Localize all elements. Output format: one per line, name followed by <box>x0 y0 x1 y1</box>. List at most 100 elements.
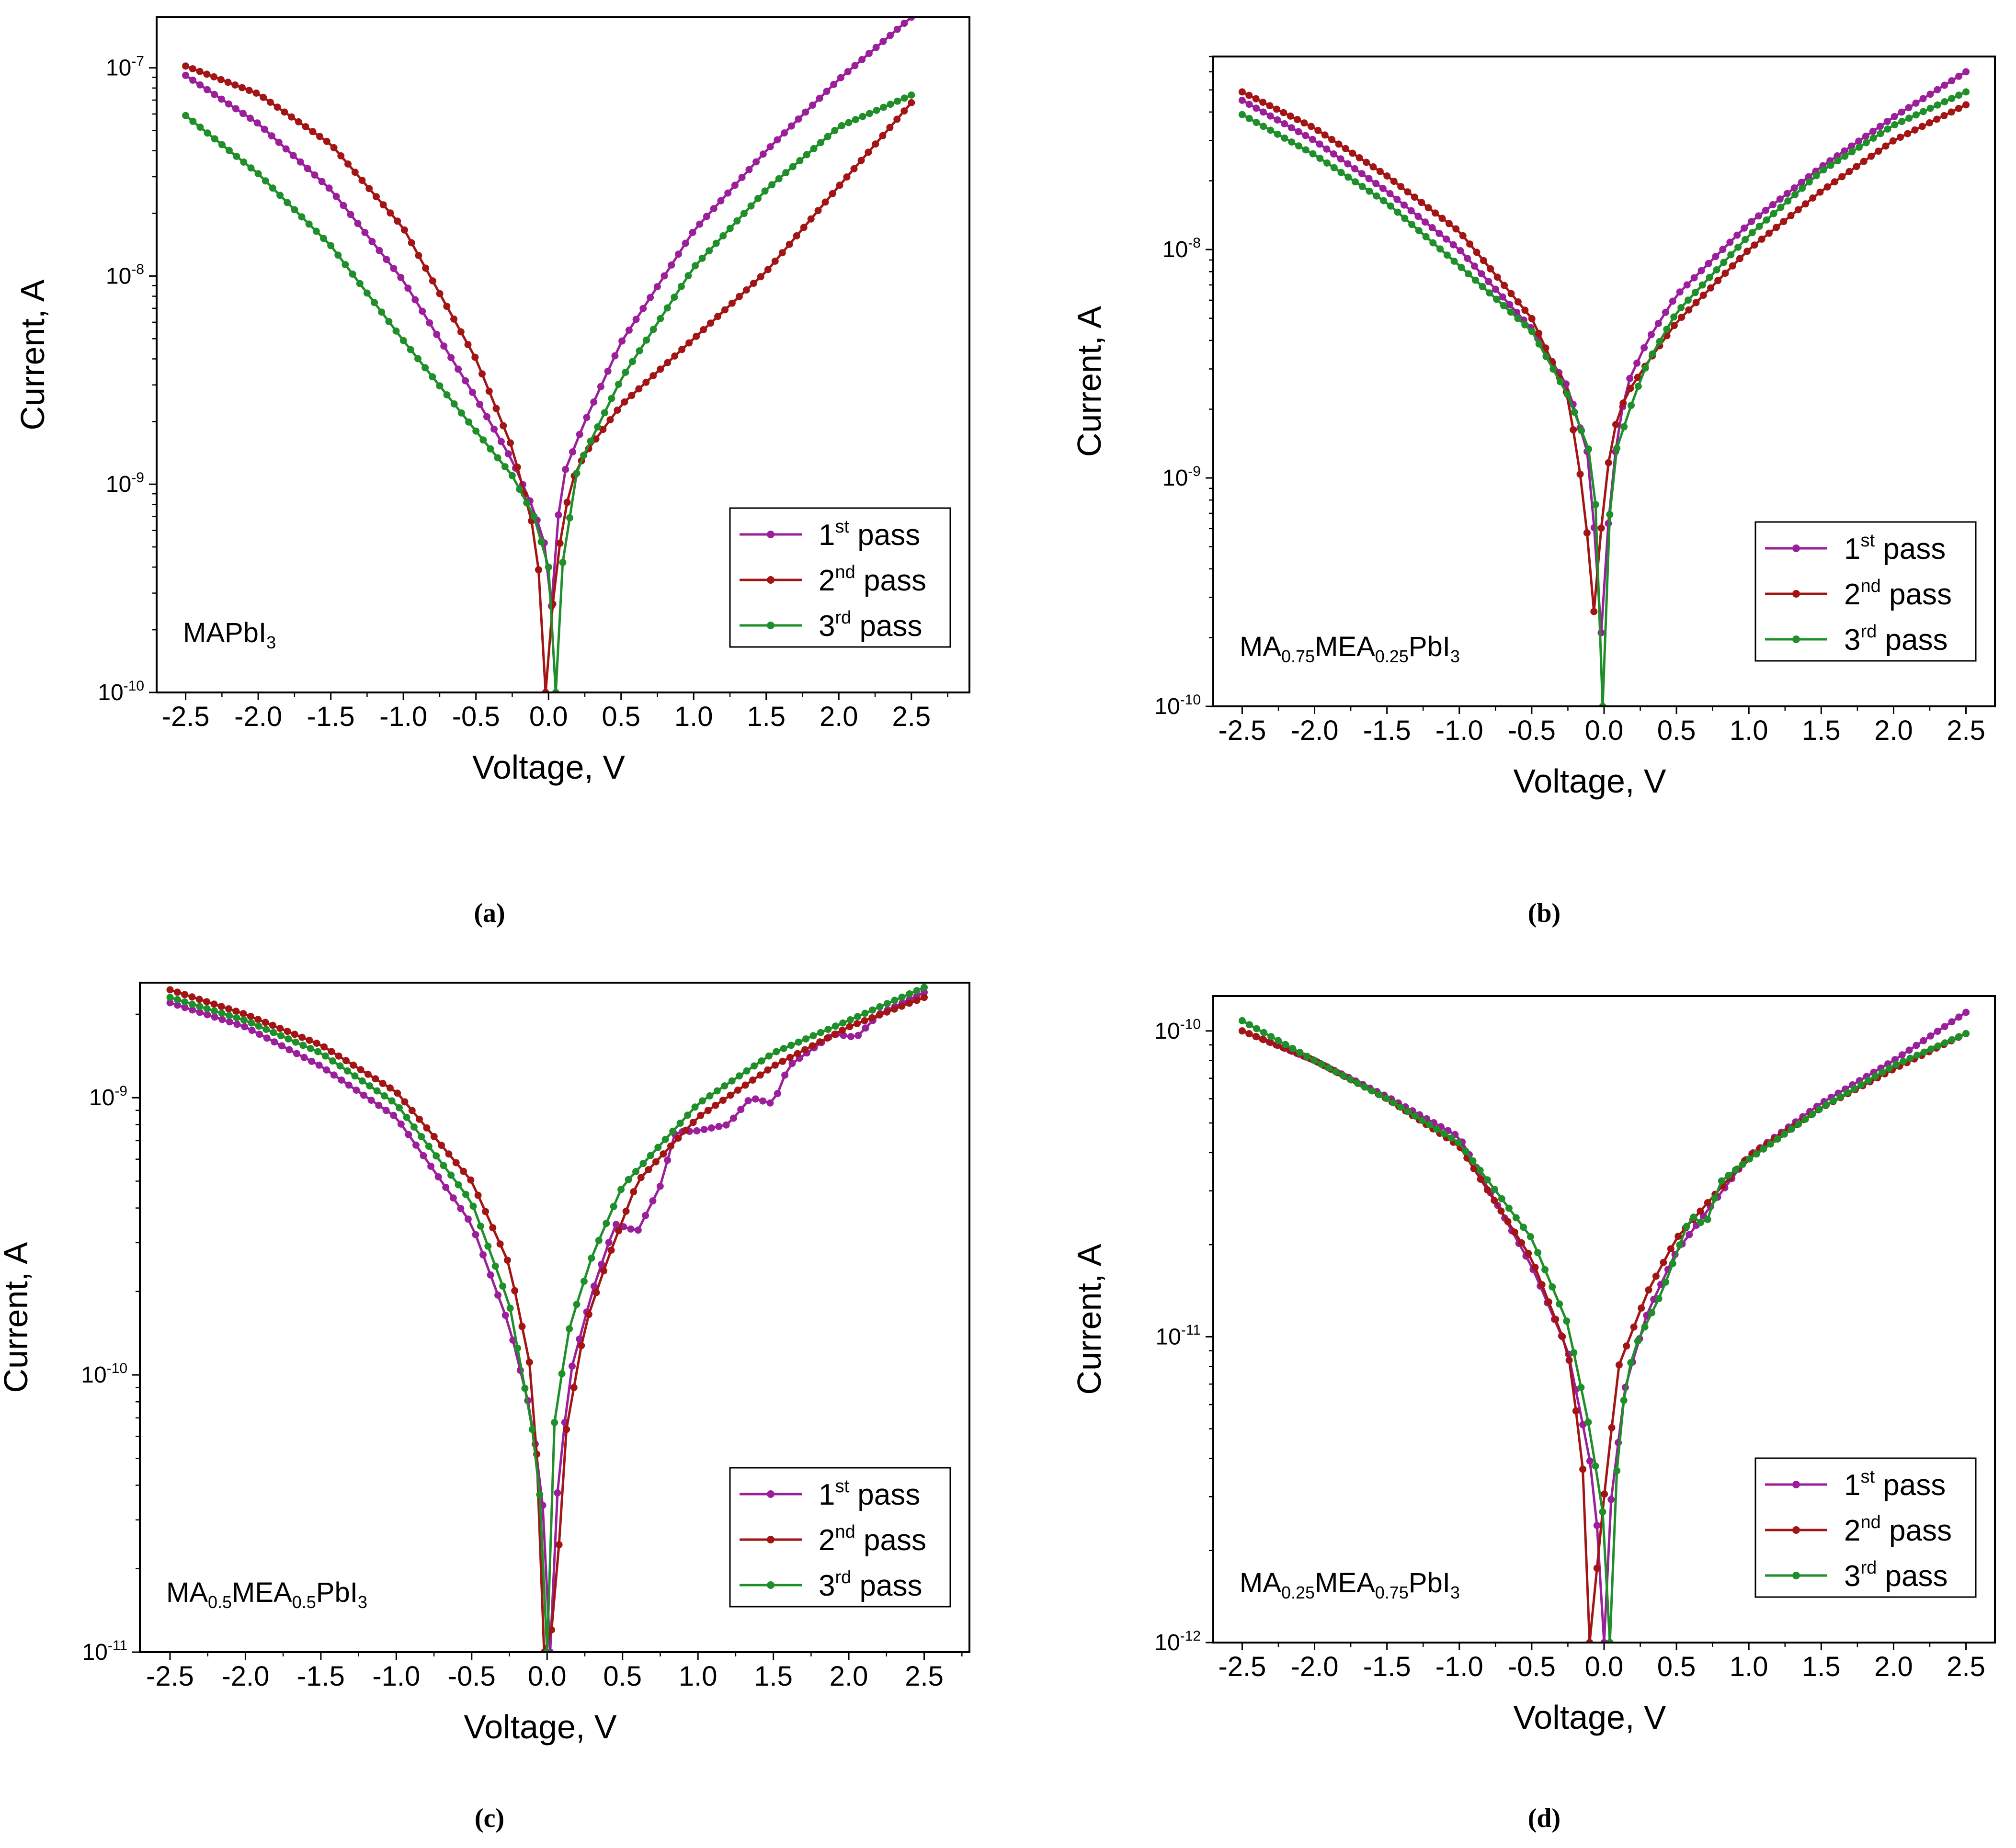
chart-a-series-1-point-59 <box>604 367 612 375</box>
chart-a-series-1-point-57 <box>590 398 598 406</box>
chart-d-series-3-point-70 <box>1739 1161 1746 1168</box>
chart-a-series-2-point-65 <box>642 378 650 386</box>
chart-a-series-1-point-52 <box>555 511 562 519</box>
chart-d-series-2-point-59 <box>1645 1286 1652 1294</box>
chart-a-ytick-label-3-part-0: 10 <box>106 56 131 81</box>
chart-c-series-2-point-39 <box>452 1159 460 1167</box>
chart-a-series-1-point-20 <box>325 184 333 192</box>
chart-d-annotation-part-2: MEA <box>1315 1567 1375 1599</box>
chart-c-series-3-point-52 <box>551 1418 558 1426</box>
chart-d-xtick-label-8: 1.5 <box>1802 1651 1841 1682</box>
chart-d-series-2-point-52 <box>1593 1565 1601 1572</box>
chart-a-series-1-point-26 <box>368 238 376 245</box>
chart-a-series-1-point-99 <box>887 32 894 39</box>
chart-c-series-3-point-66 <box>654 1144 662 1151</box>
chart-b-series-1-point-28 <box>1435 229 1443 237</box>
chart-c-series-2-point-7 <box>217 1003 225 1010</box>
chart-c-series-1-point-62 <box>627 1225 635 1233</box>
chart-d-series-3-point-87 <box>1857 1081 1865 1088</box>
chart-a-series-1-point-71 <box>689 228 696 236</box>
chart-a-series-2-point-41 <box>471 353 479 361</box>
chart-b-series-1-point-17 <box>1358 170 1366 178</box>
chart-b-series-3-point-42 <box>1535 340 1543 348</box>
chart-b-series-2-point-52 <box>1597 524 1605 532</box>
chart-a-series-2-point-30 <box>394 217 401 225</box>
chart-a-series-3-point-39 <box>465 418 472 426</box>
chart-a-xtick-label-1: -2.0 <box>234 701 282 732</box>
chart-b-series-3-point-50 <box>1592 501 1599 509</box>
chart-b-series-2-point-73 <box>1751 241 1758 249</box>
chart-c-series-3-point-47 <box>514 1344 521 1352</box>
chart-c-series-2-point-18 <box>298 1033 306 1041</box>
chart-c-series-1-point-84 <box>788 1060 796 1067</box>
chart-c-series-3-point-80 <box>758 1057 765 1065</box>
chart-c-series-2-point-83 <box>779 1057 786 1065</box>
chart-a-series-3-point-58 <box>601 409 608 417</box>
chart-d-series-3-point-7 <box>1289 1045 1297 1052</box>
chart-a-series-3-point-18 <box>312 227 320 235</box>
chart-d-series-3-point-101 <box>1955 1033 1963 1041</box>
chart-d-series-2-point-53 <box>1601 1490 1608 1498</box>
chart-b-series-1-point-5 <box>1274 116 1281 124</box>
chart-a-series-2-point-19 <box>316 133 324 140</box>
chart-d-series-3-point-32 <box>1469 1157 1477 1165</box>
chart-c-series-3-point-3 <box>188 1000 196 1008</box>
chart-a-series-3-point-9 <box>247 164 255 172</box>
chart-b-series-1-point-10 <box>1309 136 1316 143</box>
chart-b-series-1-point-35 <box>1485 278 1492 285</box>
chart-b-series-1-point-9 <box>1302 132 1310 139</box>
chart-a-series-1-point-96 <box>865 50 873 57</box>
chart-c-series-2-point-84 <box>786 1054 794 1061</box>
chart-b-series-1-point-89 <box>1869 127 1877 135</box>
chart-d-annotation-part-4: PbI <box>1409 1567 1450 1599</box>
chart-b-series-1-point-95 <box>1912 99 1920 107</box>
chart-a-series-3-point-54 <box>573 469 581 477</box>
chart-c-legend-marker-3 <box>767 1581 775 1589</box>
chart-a-series-2-point-67 <box>657 365 664 373</box>
chart-c-series-1-point-76 <box>729 1114 737 1122</box>
chart-a-series-3-point-82 <box>768 181 776 189</box>
chart-c-series-1-point-92 <box>847 1033 854 1040</box>
chart-a-series-1-point-8 <box>239 110 247 117</box>
chart-a-legend-label-2-part-1: nd <box>835 562 855 582</box>
chart-c-legend-label-3-part-0: 3 <box>819 1569 835 1602</box>
chart-c-series-2-point-59 <box>600 1267 607 1275</box>
chart-d-series-3-point-91 <box>1885 1065 1893 1072</box>
chart-b-series-2-point-91 <box>1882 142 1890 150</box>
chart-c-series-1-point-41 <box>472 1231 479 1238</box>
chart-d-series-3-point-65 <box>1704 1215 1711 1223</box>
chart-c-annotation-part-1: 0.5 <box>208 1592 232 1612</box>
chart-b-series-1-point-0 <box>1238 97 1246 104</box>
chart-a-series-1-point-77 <box>731 181 739 189</box>
chart-c-series-3-point-4 <box>196 1003 204 1010</box>
chart-b-series-1-point-32 <box>1464 255 1471 262</box>
chart-d-ytick-label-0: 10-12 <box>1154 1628 1201 1655</box>
chart-c-series-2-point-89 <box>823 1034 831 1042</box>
chart-c-series-3-point-76 <box>728 1077 736 1085</box>
chart-c-series-3-point-39 <box>455 1181 462 1189</box>
chart-b-series-3-point-91 <box>1884 125 1891 133</box>
chart-a-xtick-label-6: 0.5 <box>602 701 640 732</box>
chart-a-series-2-point-12 <box>266 99 274 106</box>
chart-b-series-3-point-65 <box>1698 281 1706 289</box>
chart-c-series-1-point-66 <box>656 1182 664 1190</box>
chart-c-series-2-point-2 <box>181 991 189 998</box>
chart-a-series-1-point-61 <box>618 337 626 345</box>
chart-d-ytick-label-0-part-1: -12 <box>1180 1628 1201 1644</box>
chart-c-series-3-point-55 <box>573 1301 581 1308</box>
chart-a-series-1-point-93 <box>844 68 852 76</box>
chart-d-series-2-point-44 <box>1538 1281 1546 1289</box>
chart-a-series-1-point-24 <box>354 220 362 227</box>
chart-d-series-3-point-66 <box>1711 1194 1719 1202</box>
chart-a-series-1-point-32 <box>411 296 419 304</box>
chart-a-series-3-point-55 <box>580 452 588 459</box>
chart-a-series-3-point-49 <box>537 538 545 545</box>
chart-b-series-1-point-29 <box>1443 235 1450 243</box>
chart-c-series-3-point-29 <box>381 1092 388 1100</box>
chart-d-series-3-point-13 <box>1332 1068 1340 1076</box>
chart-c-series-2-point-74 <box>712 1101 719 1109</box>
chart-b-annotation-part-2: MEA <box>1315 631 1375 662</box>
chart-d-xtick-label-3: -1.0 <box>1435 1651 1483 1682</box>
chart-b-series-1-point-92 <box>1891 113 1898 120</box>
